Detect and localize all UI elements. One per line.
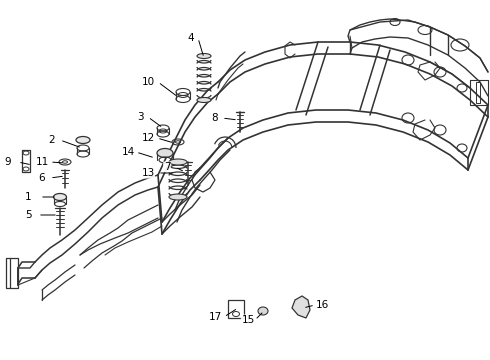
Text: 12: 12 — [142, 133, 155, 143]
Text: 15: 15 — [242, 315, 255, 325]
Text: 14: 14 — [122, 147, 135, 157]
Text: 6: 6 — [39, 173, 45, 183]
Text: 16: 16 — [316, 300, 329, 310]
Text: 3: 3 — [137, 112, 143, 122]
Text: 4: 4 — [188, 33, 195, 43]
Ellipse shape — [197, 54, 211, 58]
Text: 17: 17 — [208, 312, 221, 322]
Ellipse shape — [169, 194, 187, 200]
Text: 5: 5 — [24, 210, 31, 220]
Ellipse shape — [76, 136, 90, 144]
Text: 9: 9 — [5, 157, 11, 167]
Text: 1: 1 — [24, 192, 31, 202]
Text: 2: 2 — [49, 135, 55, 145]
Ellipse shape — [197, 98, 211, 103]
Text: 11: 11 — [35, 157, 49, 167]
Text: 10: 10 — [142, 77, 154, 87]
Ellipse shape — [157, 148, 173, 158]
Ellipse shape — [169, 159, 187, 165]
Text: 8: 8 — [212, 113, 219, 123]
Text: 7: 7 — [164, 162, 171, 172]
Ellipse shape — [53, 194, 67, 201]
Text: 13: 13 — [142, 168, 155, 178]
Ellipse shape — [258, 307, 268, 315]
Polygon shape — [292, 296, 310, 318]
